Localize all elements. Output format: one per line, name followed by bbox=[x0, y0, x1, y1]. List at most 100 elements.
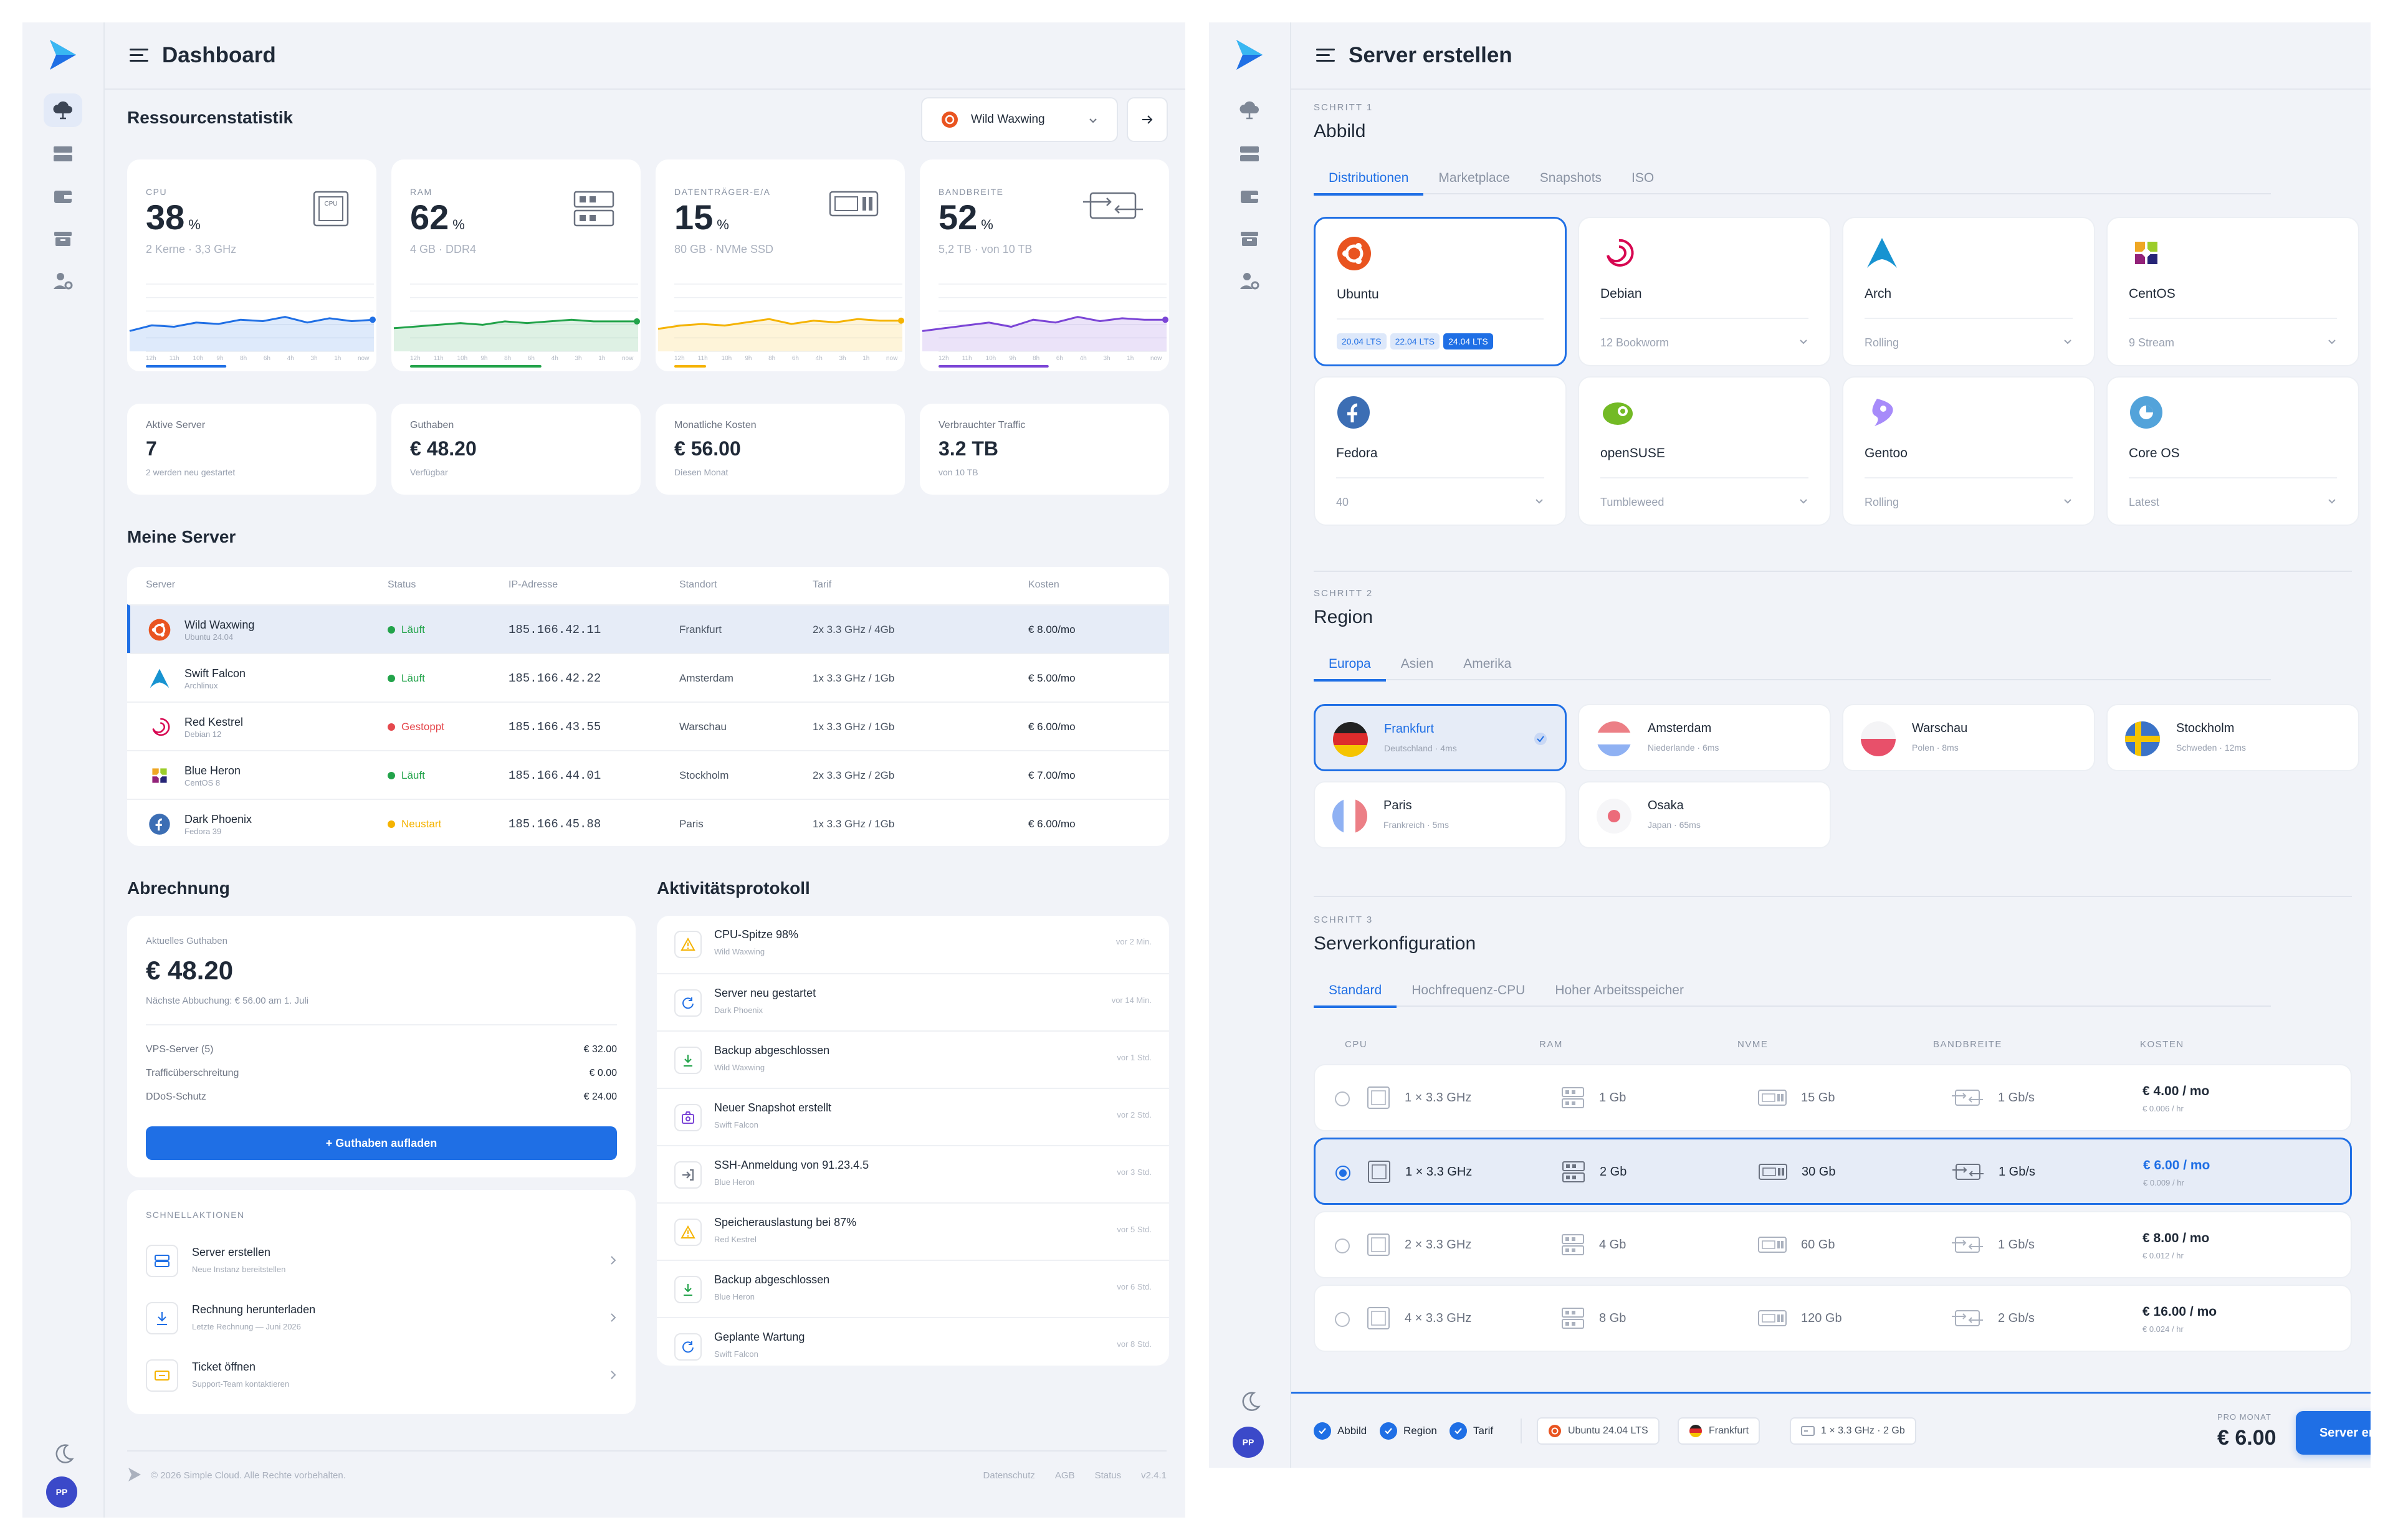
distro-card-fedora[interactable]: Fedora 40 bbox=[1314, 376, 1567, 526]
quick-action-sub: Letzte Rechnung — Juni 2026 bbox=[192, 1322, 301, 1331]
region-card-frankfurt[interactable]: Frankfurt Deutschland · 4ms bbox=[1314, 704, 1567, 771]
table-row[interactable]: Dark Phoenix Fedora 39 Neustart 185.166.45.… bbox=[127, 799, 1169, 847]
table-row[interactable]: Swift Falcon Archlinux Läuft 185.166.42.22 A… bbox=[127, 653, 1169, 701]
moon-icon[interactable] bbox=[52, 1443, 75, 1465]
activity-item[interactable]: SSH-Anmeldung von 91.23.4.5 Blue Heron vor… bbox=[657, 1145, 1169, 1202]
activity-title: Speicherauslastung bei 87% bbox=[714, 1216, 857, 1229]
chart-tick-label: 1h bbox=[598, 355, 605, 362]
logo-icon[interactable] bbox=[1234, 37, 1265, 72]
plan-radio[interactable] bbox=[1335, 1091, 1350, 1106]
billing-card: Aktuelles Guthaben € 48.20 Nächste Abbuc… bbox=[127, 916, 636, 1177]
version-badge[interactable]: 20.04 LTS bbox=[1337, 333, 1387, 349]
germany-flag-icon bbox=[1333, 722, 1368, 757]
activity-item[interactable]: Speicherauslastung bei 87% Red Kestrel vor… bbox=[657, 1202, 1169, 1260]
plan-radio[interactable] bbox=[1335, 1312, 1350, 1327]
region-card-osaka[interactable]: Osaka Japan · 65ms bbox=[1578, 781, 1831, 848]
wallet-icon[interactable] bbox=[1230, 179, 1269, 213]
plan-row[interactable]: 2 × 3.3 GHz 4 Gb 60 Gb 1 Gb/s € 8.00 / mo € 0… bbox=[1314, 1211, 2352, 1278]
servers-icon[interactable] bbox=[44, 137, 82, 171]
region-sub: Frankreich · 5ms bbox=[1383, 820, 1450, 830]
logo-icon[interactable] bbox=[47, 37, 79, 72]
activity-item[interactable]: Server neu gestartet Dark Phoenix vor 14 M… bbox=[657, 973, 1169, 1030]
create-server-button[interactable]: Server erstellen bbox=[2296, 1411, 2371, 1455]
chart-tick-label: 10h bbox=[193, 355, 204, 362]
topup-button[interactable]: + Guthaben aufladen bbox=[146, 1126, 617, 1160]
quick-action-item[interactable]: Ticket öffnen Support-Team kontaktieren bbox=[127, 1348, 636, 1405]
status-dot bbox=[388, 820, 395, 828]
resource-number: 38 bbox=[146, 197, 185, 237]
ubuntu-icon bbox=[148, 619, 171, 641]
wallet-icon[interactable] bbox=[44, 179, 82, 213]
section-title-activity: Aktivitätsprotokoll bbox=[657, 878, 810, 898]
chevron-down-icon[interactable] bbox=[1534, 497, 1544, 508]
tab-image-1[interactable]: Marketplace bbox=[1438, 171, 1510, 185]
resource-chart-area bbox=[130, 316, 374, 351]
chevron-down-icon[interactable] bbox=[2327, 497, 2337, 508]
server-select[interactable]: Wild Waxwing bbox=[921, 97, 1118, 142]
plan-row[interactable]: 1 × 3.3 GHz 1 Gb 15 Gb 1 Gb/s € 4.00 / mo € 0… bbox=[1314, 1064, 2352, 1131]
version-badge[interactable]: 22.04 LTS bbox=[1390, 333, 1440, 349]
resource-label: CPU bbox=[146, 187, 168, 197]
quick-action-item[interactable]: Rechnung herunterladen Letzte Rechnung — … bbox=[127, 1291, 636, 1348]
tab-config-0[interactable]: Standard bbox=[1314, 974, 1397, 1008]
distro-card-arch[interactable]: Arch Rolling bbox=[1842, 217, 2095, 366]
plan-row[interactable]: 1 × 3.3 GHz 2 Gb 30 Gb 1 Gb/s € 6.00 / mo € 0… bbox=[1314, 1138, 2352, 1205]
servers-icon[interactable] bbox=[1230, 137, 1269, 171]
user-settings-icon[interactable] bbox=[44, 264, 82, 298]
activity-item[interactable]: Geplante Wartung Swift Falcon vor 8 Std. bbox=[657, 1317, 1169, 1374]
distro-card-coreos[interactable]: Core OS Latest bbox=[2106, 376, 2359, 526]
chevron-down-icon[interactable] bbox=[2327, 338, 2337, 349]
region-sub: Deutschland · 4ms bbox=[1384, 743, 1457, 753]
menu-icon[interactable] bbox=[1316, 47, 1336, 64]
footer-link-terms[interactable]: AGB bbox=[1054, 1470, 1075, 1481]
quick-action-item[interactable]: Server erstellen Neue Instanz bereitstell… bbox=[127, 1233, 636, 1291]
tab-region-2[interactable]: Amerika bbox=[1463, 657, 1512, 671]
arrow-right-button[interactable] bbox=[1127, 97, 1168, 142]
chevron-down-icon[interactable] bbox=[1798, 338, 1808, 349]
tab-image-0[interactable]: Distributionen bbox=[1314, 162, 1424, 196]
distro-card-ubuntu[interactable]: Ubuntu 20.04 LTS 22.04 LTS 24.04 LTS bbox=[1314, 217, 1567, 366]
table-row[interactable]: Blue Heron CentOS 8 Läuft 185.166.44.01 Stoc… bbox=[127, 750, 1169, 799]
archive-icon[interactable] bbox=[44, 222, 82, 255]
footer-link-privacy[interactable]: Datenschutz bbox=[983, 1470, 1035, 1481]
region-name: Amsterdam bbox=[1648, 721, 1712, 735]
tab-config-1[interactable]: Hochfrequenz-CPU bbox=[1411, 983, 1526, 997]
distro-card-opensuse[interactable]: openSUSE Tumbleweed bbox=[1578, 376, 1831, 526]
tab-config-2[interactable]: Hoher Arbeitsspeicher bbox=[1555, 983, 1684, 997]
tab-image-2[interactable]: Snapshots bbox=[1539, 171, 1602, 185]
table-row[interactable]: Wild Waxwing Ubuntu 24.04 Läuft 185.166.42.… bbox=[127, 604, 1169, 653]
chevron-down-icon[interactable] bbox=[2063, 338, 2073, 349]
cloud-icon[interactable] bbox=[1230, 93, 1269, 127]
footer-link-status[interactable]: Status bbox=[1094, 1470, 1122, 1481]
region-card-stockholm[interactable]: Stockholm Schweden · 12ms bbox=[2106, 704, 2359, 771]
chevron-down-icon[interactable] bbox=[2063, 497, 2073, 508]
activity-item[interactable]: Backup abgeschlossen Wild Waxwing vor 1 St… bbox=[657, 1030, 1169, 1088]
region-card-amsterdam[interactable]: Amsterdam Niederlande · 6ms bbox=[1578, 704, 1831, 771]
version-badge[interactable]: 24.04 LTS bbox=[1443, 333, 1493, 349]
tab-image-3[interactable]: ISO bbox=[1631, 171, 1655, 185]
activity-item[interactable]: Backup abgeschlossen Blue Heron vor 6 Std. bbox=[657, 1260, 1169, 1317]
distro-card-centos[interactable]: CentOS 9 Stream bbox=[2106, 217, 2359, 366]
distro-card-debian[interactable]: Debian 12 Bookworm bbox=[1578, 217, 1831, 366]
tab-region-1[interactable]: Asien bbox=[1400, 657, 1434, 671]
avatar[interactable]: PP bbox=[1233, 1427, 1264, 1458]
moon-icon[interactable] bbox=[1239, 1390, 1261, 1413]
region-card-warschau[interactable]: Warschau Polen · 8ms bbox=[1842, 704, 2095, 771]
table-row[interactable]: Red Kestrel Debian 12 Gestoppt 185.166.43.5… bbox=[127, 701, 1169, 750]
plan-radio[interactable] bbox=[1335, 1238, 1350, 1253]
distro-card-gentoo[interactable]: Gentoo Rolling bbox=[1842, 376, 2095, 526]
avatar[interactable]: PP bbox=[46, 1476, 77, 1508]
cloud-icon[interactable] bbox=[44, 93, 82, 127]
tab-region-0[interactable]: Europa bbox=[1314, 648, 1386, 682]
archive-icon[interactable] bbox=[1230, 222, 1269, 255]
menu-icon[interactable] bbox=[130, 47, 150, 64]
region-card-paris[interactable]: Paris Frankreich · 5ms bbox=[1314, 781, 1567, 848]
server-cost: € 5.00/mo bbox=[1028, 672, 1076, 684]
plan-row[interactable]: 4 × 3.3 GHz 8 Gb 120 Gb 2 Gb/s € 16.00 / mo €… bbox=[1314, 1285, 2352, 1352]
user-settings-icon[interactable] bbox=[1230, 264, 1269, 298]
plan-radio[interactable] bbox=[1335, 1166, 1350, 1181]
activity-item[interactable]: CPU-Spitze 98% Wild Waxwing vor 2 Min. bbox=[657, 916, 1169, 973]
distro-version: 40 bbox=[1336, 496, 1349, 508]
chevron-down-icon[interactable] bbox=[1798, 497, 1808, 508]
activity-item[interactable]: Neuer Snapshot erstellt Swift Falcon vor 2… bbox=[657, 1088, 1169, 1145]
